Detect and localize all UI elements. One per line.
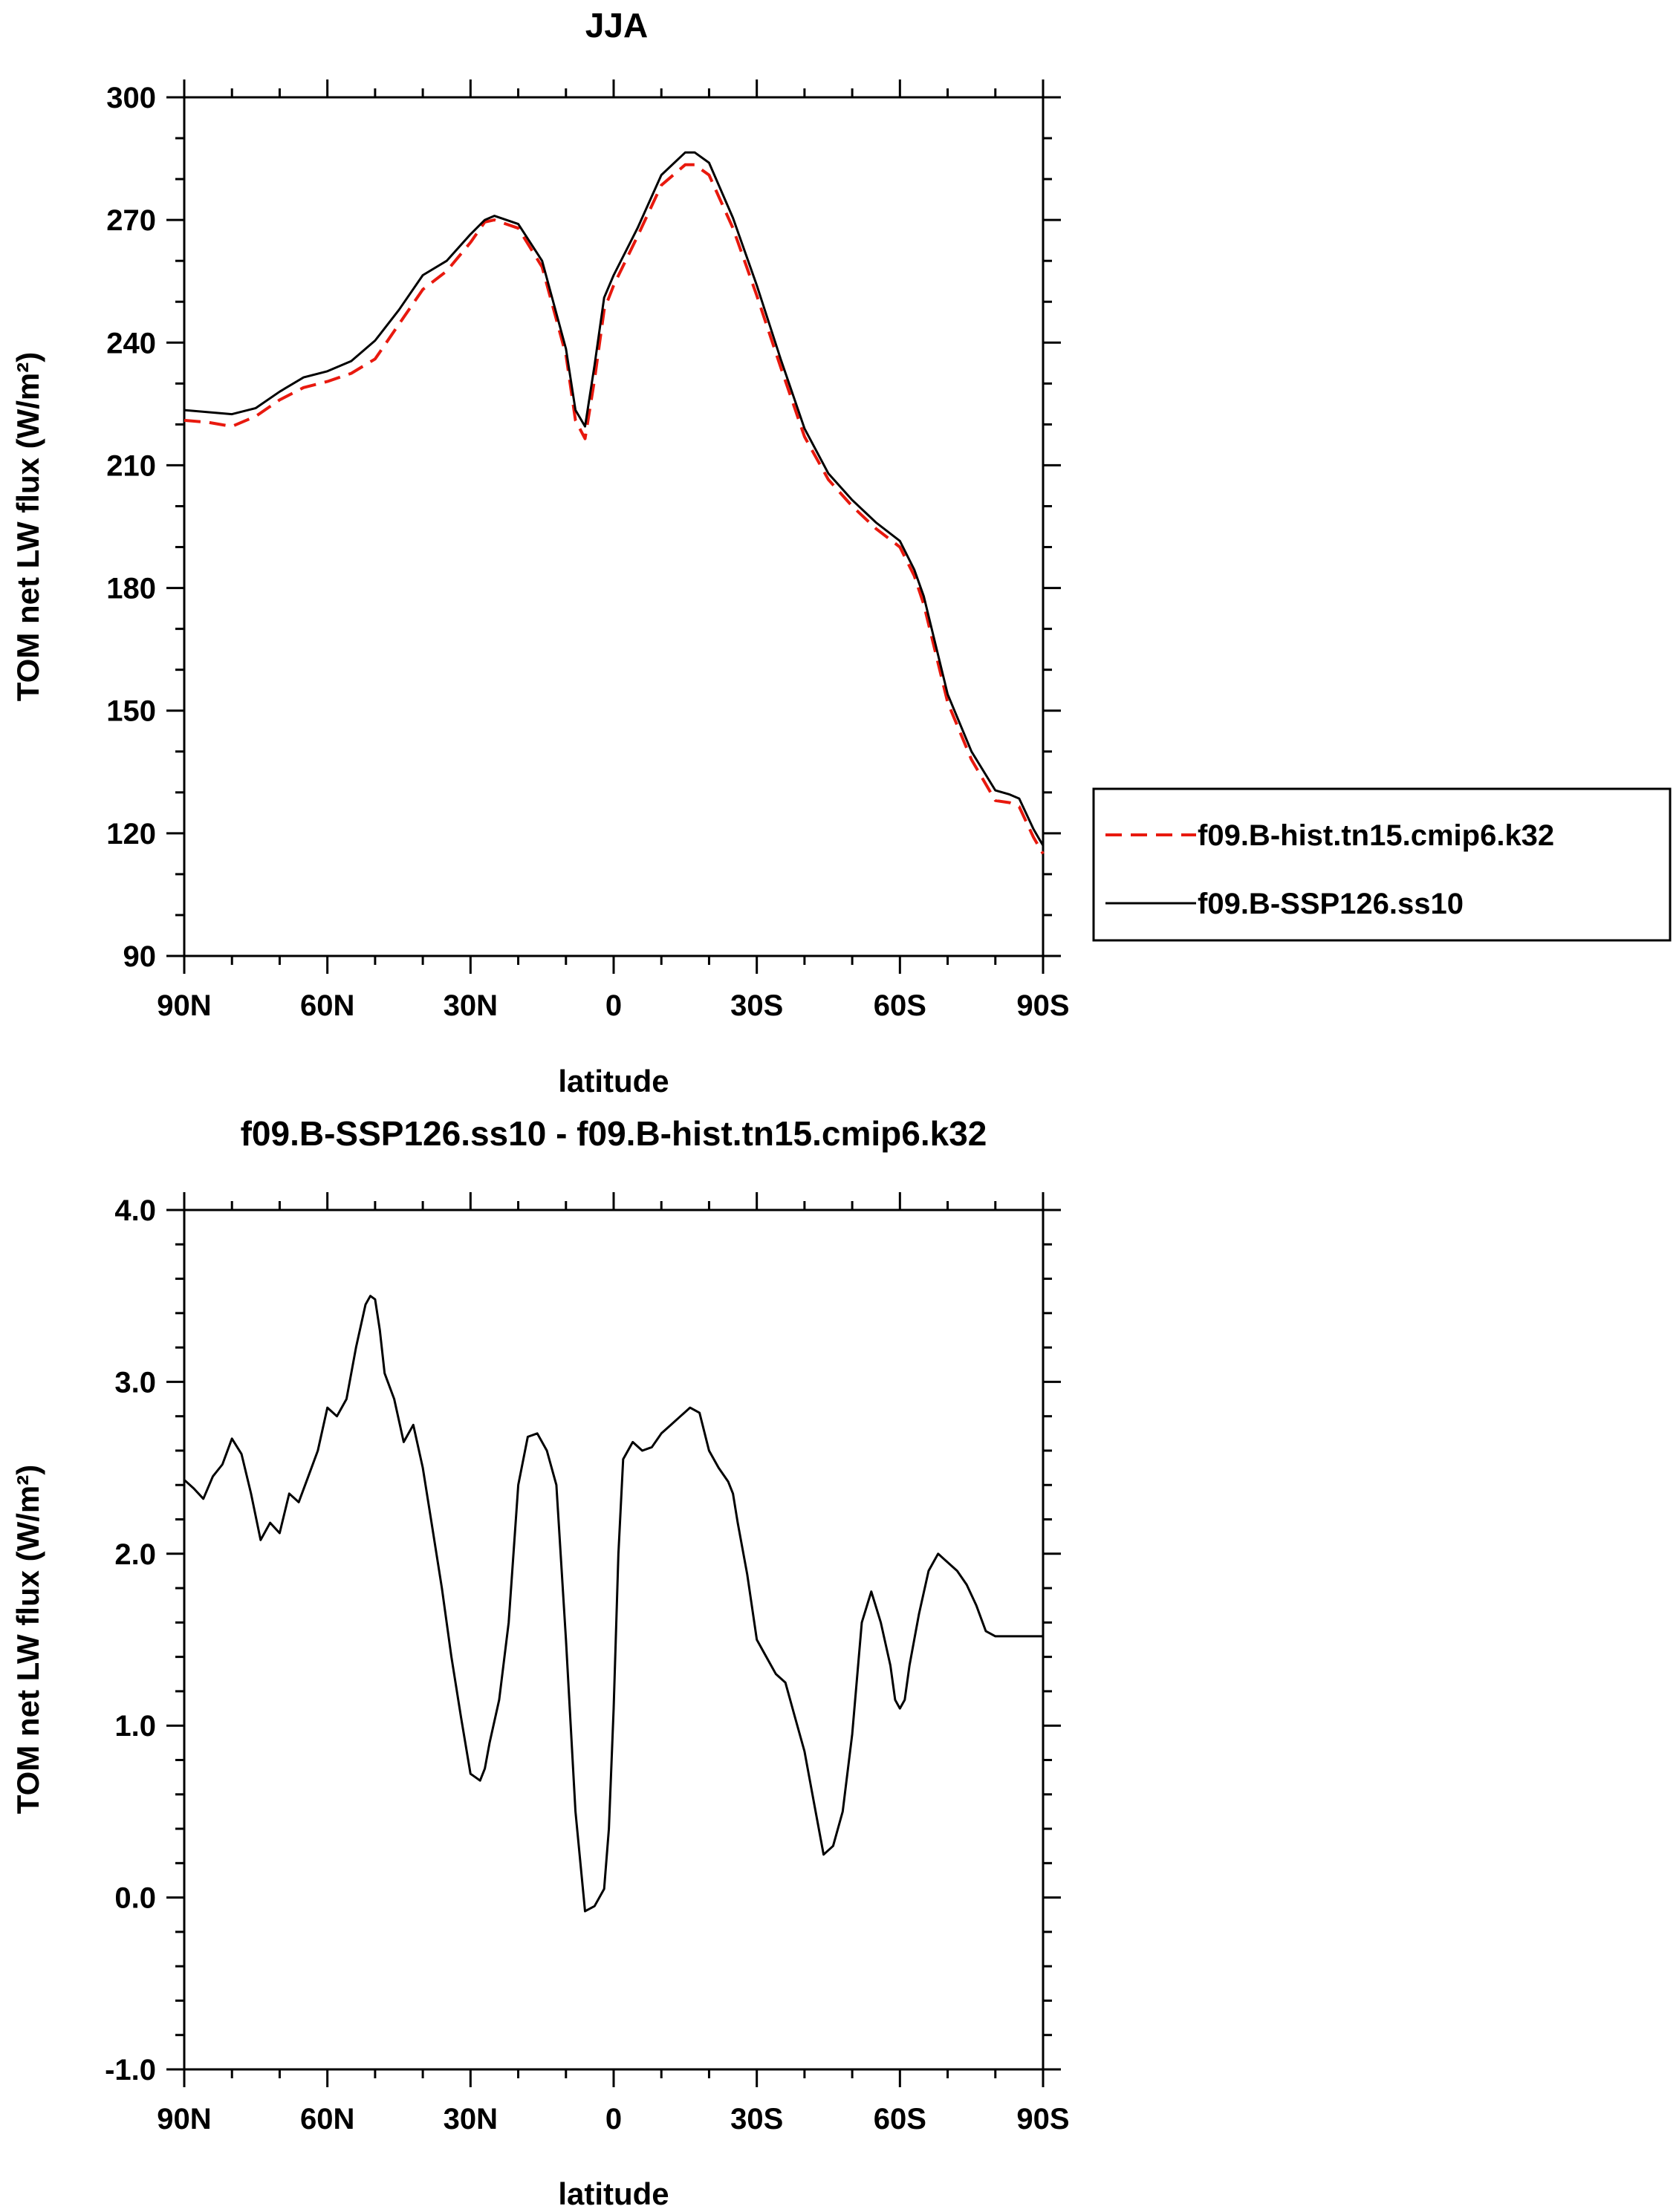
bottom-series-group xyxy=(183,1295,1043,1913)
bottom-y-ticks: 4.0 3.0 2.0 1.0 0.0 -1.0 xyxy=(105,1194,1061,2086)
top-y-tick-label: 300 xyxy=(106,82,156,114)
top-x-ticks: 90N 60N 30N 0 30S 60S 90S xyxy=(157,79,1070,1022)
top-x-tick-label: 30S xyxy=(730,989,783,1022)
bottom-y-tick-label: 4.0 xyxy=(114,1194,156,1227)
top-series-line-1 xyxy=(184,151,1045,847)
bottom-x-tick-label: 30S xyxy=(730,2103,783,2135)
bottom-x-tick-label: 60N xyxy=(300,2103,354,2135)
top-x-tick-label: 60N xyxy=(300,989,354,1022)
bottom-panel: f09.B-SSP126.ss10 - f09.B-hist.tn15.cmip… xyxy=(10,1114,1070,2211)
top-panel: JJA 300 270 240 210 180 150 120 90 90N 60N 30N 0 30… xyxy=(10,6,1672,1099)
top-x-axis-label: latitude xyxy=(558,1064,669,1099)
top-y-ticks: 300 270 240 210 180 150 120 90 xyxy=(106,82,1061,973)
bottom-y-tick-label: -1.0 xyxy=(105,2054,156,2086)
legend-label-ssp126: f09.B-SSP126.ss10 xyxy=(1198,888,1464,920)
bottom-y-tick-label: 1.0 xyxy=(114,1710,156,1743)
bottom-series-line-0 xyxy=(183,1295,1043,1913)
legend-label-hist: f09.B-hist.tn15.cmip6.k32 xyxy=(1198,819,1554,852)
top-y-tick-label: 120 xyxy=(106,818,156,850)
top-x-tick-label: 90S xyxy=(1016,989,1069,1022)
top-chart-title: JJA xyxy=(585,6,648,45)
bottom-x-tick-label: 60S xyxy=(874,2103,926,2135)
top-y-axis-label: TOM net LW flux (W/m²) xyxy=(10,352,45,702)
top-x-tick-label: 0 xyxy=(605,989,622,1022)
legend: f09.B-hist.tn15.cmip6.k32 f09.B-SSP126.s… xyxy=(1092,787,1672,942)
bottom-x-ticks: 90N 60N 30N 0 30S 60S 90S xyxy=(157,1192,1070,2135)
bottom-x-tick-label: 90N xyxy=(157,2103,211,2135)
top-x-tick-label: 60S xyxy=(874,989,926,1022)
bottom-x-tick-label: 90S xyxy=(1016,2103,1069,2135)
top-plot-frame xyxy=(183,96,1045,957)
bottom-x-tick-label: 30N xyxy=(444,2103,498,2135)
top-y-tick-label: 240 xyxy=(106,327,156,360)
top-y-tick-label: 270 xyxy=(106,204,156,237)
top-y-tick-label: 180 xyxy=(106,573,156,605)
legend-box xyxy=(1092,787,1672,942)
top-y-tick-label: 210 xyxy=(106,449,156,482)
top-x-tick-label: 90N xyxy=(157,989,211,1022)
bottom-x-tick-label: 0 xyxy=(605,2103,622,2135)
bottom-y-tick-label: 3.0 xyxy=(114,1366,156,1399)
top-y-tick-label: 90 xyxy=(123,940,157,973)
bottom-chart-title: f09.B-SSP126.ss10 - f09.B-hist.tn15.cmip… xyxy=(241,1114,987,1153)
bottom-y-axis-label: TOM net LW flux (W/m²) xyxy=(10,1465,45,1815)
top-y-tick-label: 150 xyxy=(106,695,156,728)
top-series-line-0 xyxy=(184,163,1045,855)
bottom-x-axis-label: latitude xyxy=(558,2176,669,2211)
bottom-y-tick-label: 2.0 xyxy=(114,1538,156,1571)
bottom-y-tick-label: 0.0 xyxy=(114,1882,156,1915)
top-series-group xyxy=(184,151,1045,855)
top-x-tick-label: 30N xyxy=(444,989,498,1022)
